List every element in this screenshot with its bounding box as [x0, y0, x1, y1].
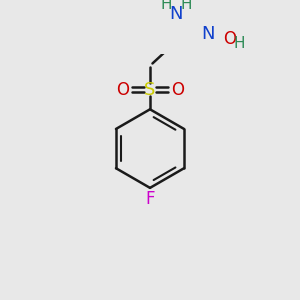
Text: F: F	[145, 190, 155, 208]
Text: N: N	[169, 5, 183, 23]
Text: H: H	[233, 36, 245, 51]
Text: O: O	[223, 30, 236, 48]
Text: S: S	[144, 81, 156, 99]
Text: O: O	[116, 81, 129, 99]
Text: H: H	[160, 0, 172, 12]
Text: O: O	[171, 81, 184, 99]
Text: H: H	[180, 0, 192, 12]
Text: N: N	[201, 25, 215, 43]
